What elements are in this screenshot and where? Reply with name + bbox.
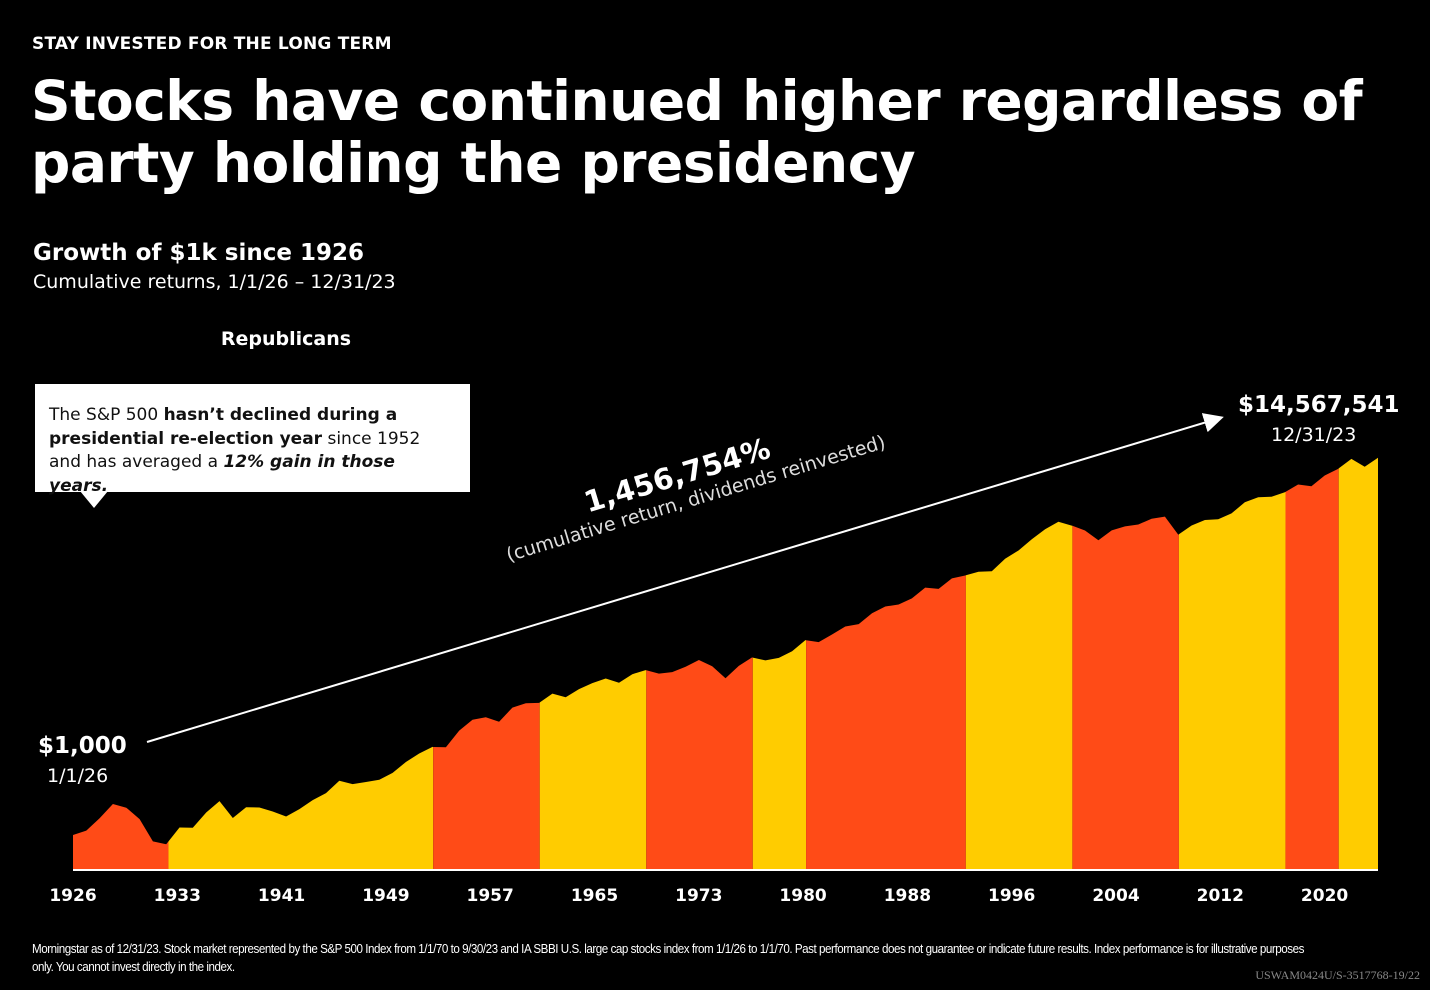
area-democrats-period <box>539 670 647 870</box>
x-tick-label: 1949 <box>362 886 410 906</box>
area-democrats-period <box>168 746 434 870</box>
end-date-label: 12/31/23 <box>1271 424 1357 446</box>
x-tick-label: 1988 <box>883 886 932 906</box>
x-tick-label: 1957 <box>466 886 514 906</box>
x-tick-label: 1980 <box>779 886 827 906</box>
area-republicans-period <box>646 657 753 870</box>
callout-box: The S&P 500 hasn’t declined during a pre… <box>35 384 470 496</box>
growth-arrow <box>146 413 1224 743</box>
area-democrats-period <box>1178 491 1286 870</box>
start-date-label: 1/1/26 <box>47 765 109 787</box>
area-democrats-period <box>752 640 807 870</box>
x-tick-label: 2020 <box>1300 886 1349 906</box>
x-tick-label: 1941 <box>257 886 306 906</box>
footnote: Morningstar as of 12/31/23. Stock market… <box>32 942 1304 974</box>
callout-text-1: The S&P 500 <box>49 405 164 425</box>
chart-subtitle: Cumulative returns, 1/1/26 – 12/31/23 <box>33 271 396 293</box>
area-democrats-period <box>1338 457 1378 870</box>
x-tick-label: 1996 <box>988 886 1036 906</box>
area-republicans-period <box>433 702 540 870</box>
chart-title: Growth of $1k since 1926 <box>33 240 364 266</box>
area-republicans-period <box>1285 468 1339 870</box>
end-value-label: $14,567,541 <box>1238 392 1400 418</box>
callout-text-3: since 1952 and has averaged a <box>49 428 421 473</box>
legend-democrats: Democrats <box>55 327 171 350</box>
callout-text-4: 12% gain in those years. <box>49 452 395 496</box>
callout-text-2: hasn’t declined during a presidential re… <box>49 405 398 449</box>
x-tick-label: 1973 <box>675 886 723 906</box>
document-code: USWAM0424U/S-3517768-19/22 <box>1255 968 1420 982</box>
area-republicans-period <box>73 804 169 870</box>
start-value-label: $1,000 <box>38 733 127 759</box>
page-title: Stocks have continued higher regardless … <box>31 69 1363 195</box>
x-tick-label: 2004 <box>1092 886 1140 906</box>
x-tick-label: 1965 <box>570 886 619 906</box>
x-tick-label: 2012 <box>1196 886 1244 906</box>
area-democrats-period <box>965 521 1073 870</box>
x-tick-label: 1926 <box>49 886 97 906</box>
area-republicans-period <box>806 575 966 870</box>
area-republicans-period <box>1072 516 1179 870</box>
callout-pointer <box>80 491 108 508</box>
x-tick-label: 1933 <box>153 886 201 906</box>
legend-republicans: Republicans <box>220 327 352 350</box>
kicker: STAY INVESTED FOR THE LONG TERM <box>32 34 392 54</box>
